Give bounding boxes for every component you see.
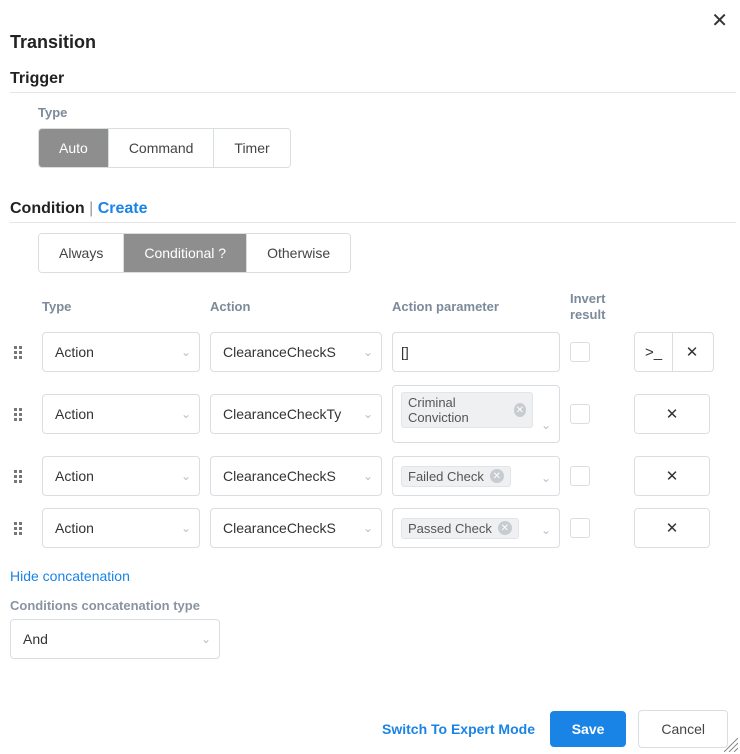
- table-header: Type Action Action parameter Invert resu…: [10, 291, 736, 322]
- action-select[interactable]: ClearanceCheckS ⌄: [210, 456, 382, 496]
- chevron-down-icon: ⌄: [541, 418, 551, 432]
- close-icon[interactable]: ✕: [711, 8, 728, 33]
- expert-mode-link[interactable]: Switch To Expert Mode: [382, 721, 535, 737]
- tag-label: Passed Check: [408, 521, 492, 536]
- col-action: Action: [210, 299, 382, 314]
- trigger-option-auto[interactable]: Auto: [39, 129, 109, 167]
- command-icon[interactable]: >_: [635, 333, 673, 371]
- row-actions: >_ ✕: [634, 332, 714, 372]
- tab-always[interactable]: Always: [39, 234, 124, 272]
- action-select[interactable]: ClearanceCheckS ⌄: [210, 332, 382, 372]
- chevron-down-icon: ⌄: [363, 521, 373, 535]
- chevron-down-icon: ⌄: [363, 407, 373, 421]
- action-value: ClearanceCheckS: [223, 520, 336, 536]
- action-select[interactable]: ClearanceCheckTy ⌄: [210, 394, 382, 434]
- drag-handle-icon[interactable]: [10, 520, 26, 536]
- chevron-down-icon: ⌄: [363, 469, 373, 483]
- chevron-down-icon: ⌄: [541, 471, 551, 485]
- remove-tag-icon[interactable]: ✕: [490, 469, 504, 483]
- chevron-down-icon: ⌄: [181, 407, 191, 421]
- tag-label: Failed Check: [408, 469, 484, 484]
- chevron-down-icon: ⌄: [541, 523, 551, 537]
- chevron-down-icon: ⌄: [181, 521, 191, 535]
- table-row: Action ⌄ ClearanceCheckS ⌄ Passed Check …: [10, 508, 736, 548]
- table-row: Action ⌄ ClearanceCheckS ⌄ [] >_ ✕: [10, 332, 736, 372]
- cancel-button[interactable]: Cancel: [638, 710, 728, 748]
- remove-tag-icon[interactable]: ✕: [514, 403, 526, 417]
- trigger-type-label: Type: [38, 105, 736, 120]
- condition-heading: Condition | Create: [10, 200, 736, 223]
- action-param-input[interactable]: []: [392, 332, 560, 372]
- drag-handle-icon[interactable]: [10, 468, 26, 484]
- row-actions: ✕: [634, 508, 710, 548]
- col-param: Action parameter: [392, 299, 560, 314]
- hide-concatenation-link[interactable]: Hide concatenation: [10, 568, 130, 584]
- tab-conditional[interactable]: Conditional ?: [124, 234, 247, 272]
- col-type: Type: [42, 299, 200, 314]
- tag-label: Criminal Conviction: [408, 395, 508, 425]
- delete-icon[interactable]: ✕: [635, 457, 709, 495]
- concat-type-label: Conditions concatenation type: [10, 598, 736, 613]
- save-button[interactable]: Save: [550, 711, 627, 747]
- type-select[interactable]: Action ⌄: [42, 456, 200, 496]
- invert-checkbox[interactable]: [570, 518, 590, 538]
- remove-tag-icon[interactable]: ✕: [498, 521, 512, 535]
- invert-checkbox[interactable]: [570, 466, 590, 486]
- concat-type-select[interactable]: And ⌄: [10, 619, 220, 659]
- param-tag: Failed Check ✕: [401, 466, 511, 487]
- type-value: Action: [55, 406, 94, 422]
- type-select[interactable]: Action ⌄: [42, 508, 200, 548]
- type-select[interactable]: Action ⌄: [42, 332, 200, 372]
- conditions-table: Type Action Action parameter Invert resu…: [10, 291, 736, 548]
- param-tag: Criminal Conviction ✕: [401, 392, 533, 428]
- condition-mode-segmented: Always Conditional ? Otherwise: [38, 233, 351, 273]
- drag-handle-icon[interactable]: [10, 406, 26, 422]
- col-invert: Invert result: [570, 291, 624, 322]
- trigger-option-command[interactable]: Command: [109, 129, 215, 167]
- table-row: Action ⌄ ClearanceCheckTy ⌄ Criminal Con…: [10, 384, 736, 444]
- separator: |: [89, 200, 93, 217]
- trigger-type-segmented: Auto Command Timer: [38, 128, 291, 168]
- type-value: Action: [55, 468, 94, 484]
- action-param-input[interactable]: Failed Check ✕ ⌄: [392, 456, 560, 496]
- action-select[interactable]: ClearanceCheckS ⌄: [210, 508, 382, 548]
- delete-icon[interactable]: ✕: [673, 333, 711, 371]
- chevron-down-icon: ⌄: [181, 469, 191, 483]
- invert-checkbox[interactable]: [570, 404, 590, 424]
- chevron-down-icon: ⌄: [181, 345, 191, 359]
- action-param-input[interactable]: Passed Check ✕ ⌄: [392, 508, 560, 548]
- action-value: ClearanceCheckS: [223, 468, 336, 484]
- action-param-input[interactable]: Criminal Conviction ✕ ⌄: [392, 385, 560, 443]
- modal-footer: Switch To Expert Mode Save Cancel: [0, 704, 740, 754]
- delete-icon[interactable]: ✕: [635, 509, 709, 547]
- delete-icon[interactable]: ✕: [635, 395, 709, 433]
- type-select[interactable]: Action ⌄: [42, 394, 200, 434]
- table-row: Action ⌄ ClearanceCheckS ⌄ Failed Check …: [10, 456, 736, 496]
- row-actions: ✕: [634, 394, 710, 434]
- action-value: ClearanceCheckTy: [223, 406, 341, 422]
- chevron-down-icon: ⌄: [363, 345, 373, 359]
- param-value: []: [401, 344, 409, 360]
- tab-otherwise[interactable]: Otherwise: [247, 234, 350, 272]
- modal-body-scroll[interactable]: Trigger Type Auto Command Timer Conditio…: [0, 70, 740, 704]
- invert-checkbox[interactable]: [570, 342, 590, 362]
- transition-modal: ✕ Transition Trigger Type Auto Command T…: [0, 0, 740, 754]
- type-value: Action: [55, 520, 94, 536]
- concat-type-value: And: [23, 631, 48, 647]
- create-link[interactable]: Create: [98, 200, 148, 217]
- action-value: ClearanceCheckS: [223, 344, 336, 360]
- param-tag: Passed Check ✕: [401, 518, 519, 539]
- resize-handle-icon[interactable]: [724, 738, 738, 752]
- trigger-option-timer[interactable]: Timer: [214, 129, 289, 167]
- drag-handle-icon[interactable]: [10, 344, 26, 360]
- type-value: Action: [55, 344, 94, 360]
- chevron-down-icon: ⌄: [201, 632, 211, 646]
- row-actions: ✕: [634, 456, 710, 496]
- modal-title: Transition: [0, 0, 740, 63]
- trigger-heading: Trigger: [10, 70, 736, 93]
- condition-label: Condition: [10, 200, 85, 217]
